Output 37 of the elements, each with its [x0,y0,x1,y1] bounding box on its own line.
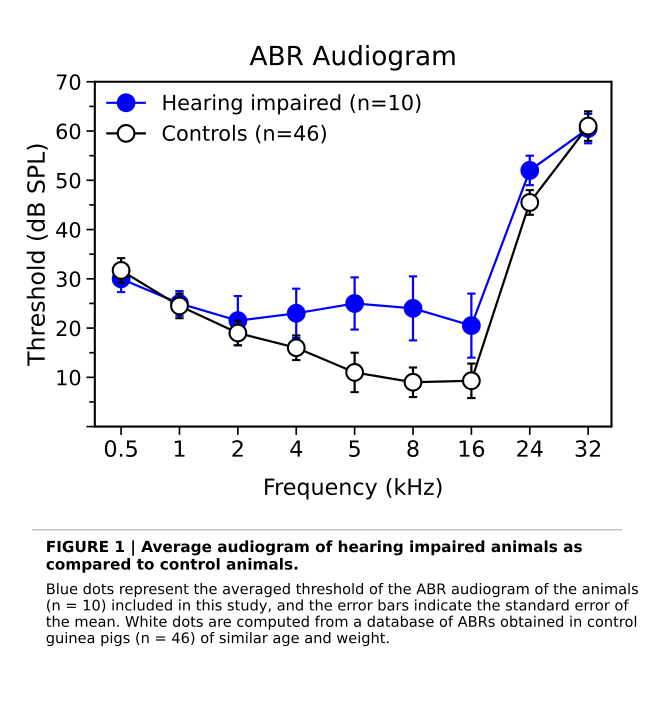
y-tick-label: 70 [56,74,80,90]
y-tick-label: 50 [56,172,80,188]
x-tick-label: 5 [349,440,360,457]
x-tick-label: 8 [407,440,419,457]
point [520,193,540,212]
x-axis-title: Frequency (kHz) [265,478,442,500]
point [112,261,130,280]
point [345,363,364,382]
point [404,298,422,318]
x-tick-label: 0.5 [104,440,137,457]
point [170,296,189,316]
x-tick-label: 16 [460,440,484,457]
y-tick-label: 40 [56,222,80,238]
point [462,316,481,335]
x-tick-label: 24 [517,440,543,457]
x-tick-label: 1 [174,440,184,457]
y-tick-label: 10 [57,370,80,386]
legend-label: Controls (n=46) [162,124,326,144]
point [462,371,481,390]
legend-label: Hearing impaired (n=10) [164,94,420,114]
point [578,116,598,136]
point [228,324,248,342]
point [404,372,422,392]
chart-title: ABR Audiogram [250,45,455,71]
point [286,304,306,323]
y-tick-label: 20 [56,320,80,336]
x-tick-label: 4 [290,440,302,457]
x-tick-label: 2 [232,440,243,457]
caption: FIGURE 1 | Average audiogram of hearing impaired animals as compared to control animals. [46,540,582,573]
text: Blue dots represent the averaged threshold of the ABR audiogram of the animals (n = 10) included in this study, and the error bars indicate the standard error of the mean. White dots are computed from a database of ABRs obtained in control guinea pigs (n = 46) of similar age and weight. [46,583,638,646]
y-tick-label: 30 [56,271,80,288]
point [286,338,306,358]
x-tick-label: 32 [576,440,600,457]
point [345,294,364,313]
y-axis-title: Threshold (dB SPL) [26,144,48,366]
point [520,161,540,180]
y-tick-label: 60 [56,123,80,140]
